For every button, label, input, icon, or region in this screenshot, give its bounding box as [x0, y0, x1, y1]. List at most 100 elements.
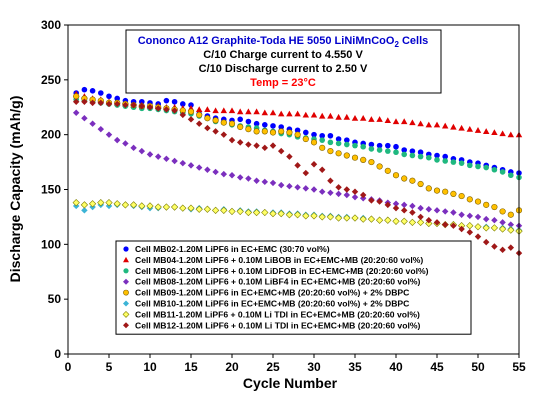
data-point: [344, 137, 350, 143]
data-point: [466, 196, 473, 203]
data-point: [73, 93, 80, 100]
data-point: [327, 148, 334, 155]
data-point: [228, 207, 236, 216]
data-point: [335, 136, 342, 142]
data-point: [220, 107, 228, 114]
data-point: [458, 160, 465, 166]
legend-marker: [123, 268, 129, 274]
data-point: [179, 111, 187, 119]
data-point: [261, 178, 269, 186]
data-point: [392, 118, 400, 125]
data-point: [499, 130, 506, 137]
data-point: [286, 110, 293, 117]
data-point: [401, 147, 408, 153]
data-point: [252, 208, 261, 217]
data-point: [302, 135, 309, 143]
data-point: [302, 185, 310, 192]
data-point: [507, 131, 515, 138]
y-tick-label: 300: [41, 18, 61, 32]
data-point: [327, 132, 334, 139]
data-point: [302, 111, 310, 118]
data-point: [417, 213, 424, 221]
y-tick-label: 150: [41, 183, 61, 197]
data-point: [442, 188, 449, 195]
data-point: [121, 201, 130, 209]
data-point: [204, 166, 211, 173]
data-point: [400, 207, 408, 214]
data-point: [236, 207, 244, 216]
data-point: [474, 213, 482, 221]
data-point: [417, 149, 424, 156]
data-point: [179, 159, 187, 167]
data-point: [204, 124, 211, 132]
legend-marker: [123, 289, 129, 296]
data-point: [277, 181, 285, 189]
data-point: [154, 105, 162, 112]
data-point: [425, 219, 433, 228]
data-point: [483, 164, 490, 171]
data-point: [261, 109, 269, 116]
data-point: [72, 98, 80, 105]
data-point: [425, 206, 433, 213]
data-point: [81, 98, 88, 105]
data-point: [508, 172, 514, 179]
data-point: [343, 113, 351, 120]
data-point: [376, 147, 383, 153]
data-point: [204, 115, 211, 122]
y-tick-label: 50: [48, 292, 62, 306]
data-point: [245, 118, 252, 125]
data-point: [245, 108, 252, 115]
data-point: [171, 157, 178, 165]
data-point: [351, 188, 359, 195]
data-point: [491, 129, 498, 136]
data-point: [318, 112, 326, 119]
y-axis-title: Discharge Capacity (mAh/g): [7, 96, 23, 283]
data-point: [130, 144, 137, 152]
data-point: [433, 219, 441, 226]
data-point: [466, 229, 474, 236]
data-point: [319, 132, 326, 139]
data-point: [392, 172, 400, 179]
data-point: [359, 215, 367, 223]
data-point: [360, 156, 367, 163]
data-point: [385, 142, 391, 149]
data-point: [195, 164, 203, 171]
data-point: [294, 131, 301, 138]
data-point: [450, 209, 457, 216]
data-point: [310, 139, 318, 146]
data-point: [433, 121, 441, 128]
x-axis-title: Cycle Number: [243, 375, 338, 391]
data-point: [326, 213, 335, 221]
data-point: [458, 211, 465, 218]
data-point: [114, 95, 120, 102]
annotation-box: Cononco A12 Graphite-Toda HE 5050 LiNiMn…: [125, 29, 442, 94]
legend-marker: [123, 322, 129, 329]
data-point: [384, 117, 392, 123]
data-point: [343, 214, 351, 222]
data-point: [351, 154, 359, 161]
annotation-temp: Temp = 23°C: [250, 77, 316, 89]
data-point: [187, 108, 195, 115]
data-point: [417, 153, 424, 160]
data-point: [253, 108, 260, 115]
data-point: [417, 204, 424, 212]
data-point: [138, 147, 146, 155]
data-point: [343, 191, 351, 199]
data-point: [311, 131, 317, 138]
data-point: [400, 201, 408, 209]
y-tick-label: 100: [41, 237, 61, 251]
y-tick-label: 0: [54, 347, 61, 361]
data-point: [425, 185, 432, 192]
data-point: [139, 98, 145, 105]
data-point: [450, 159, 457, 165]
x-tick-label: 45: [430, 360, 444, 374]
data-point: [236, 174, 244, 181]
data-point: [253, 177, 260, 184]
data-point: [417, 120, 424, 127]
data-point: [499, 169, 506, 175]
data-point: [393, 149, 399, 156]
data-point: [409, 209, 416, 216]
data-point: [81, 207, 88, 214]
data-point: [409, 202, 416, 210]
